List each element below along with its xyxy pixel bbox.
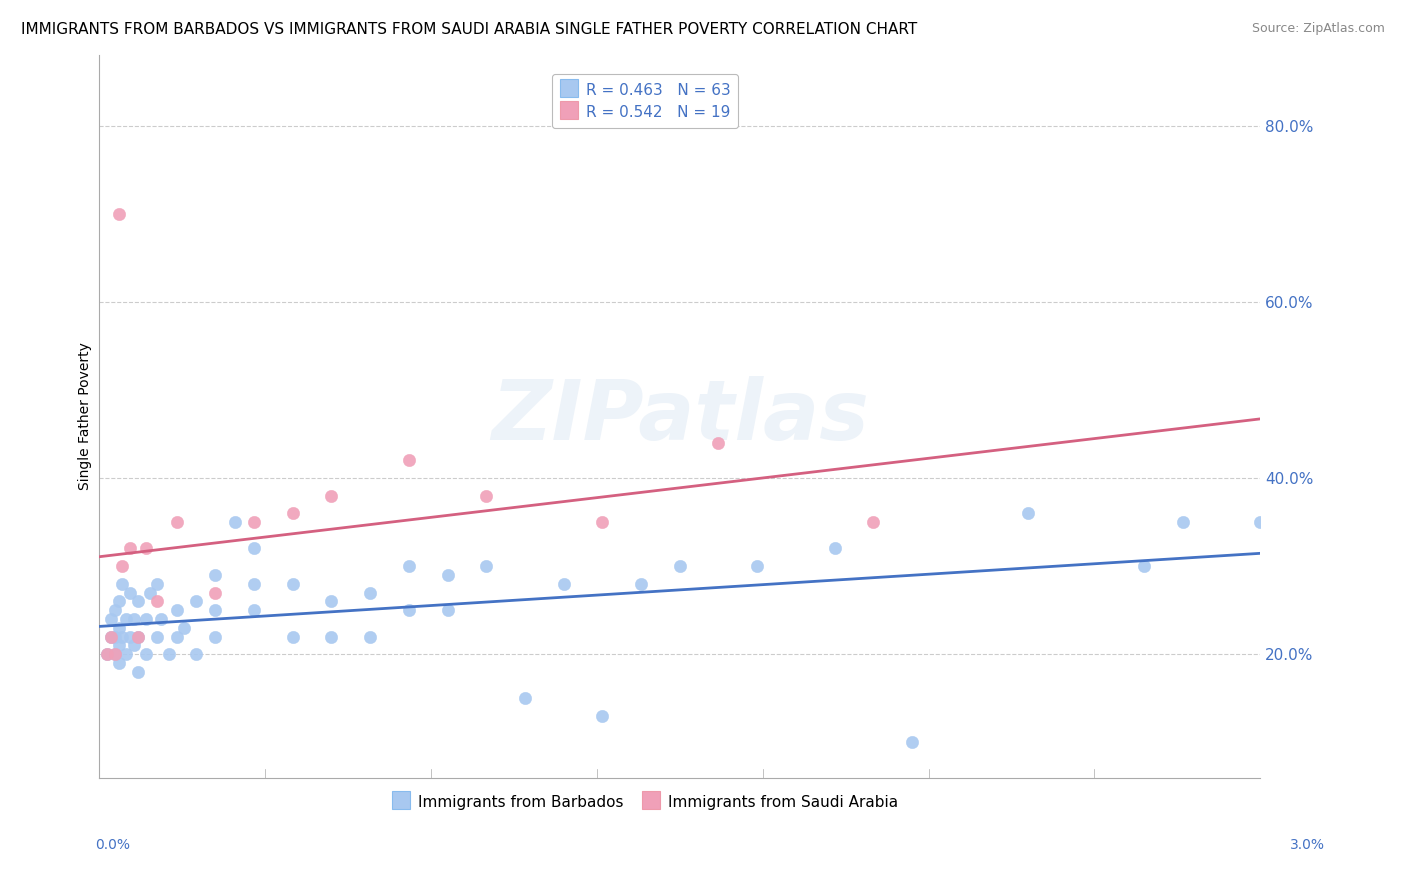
Point [96, 647, 118, 661]
Point [115, 647, 138, 661]
Point [1249, 515, 1271, 529]
Point [146, 576, 169, 591]
Point [96, 647, 118, 661]
Point [107, 621, 129, 635]
Point [747, 559, 769, 574]
Point [1133, 559, 1156, 574]
Point [127, 630, 149, 644]
Point [173, 621, 195, 635]
Point [901, 735, 924, 749]
Point [135, 647, 157, 661]
Point [862, 515, 884, 529]
Point [135, 541, 157, 556]
Point [157, 647, 180, 661]
Point [243, 541, 266, 556]
Point [553, 576, 575, 591]
Point [100, 612, 122, 626]
Point [281, 506, 304, 520]
Point [204, 603, 226, 617]
Text: ZIPatlas: ZIPatlas [491, 376, 869, 457]
Point [107, 594, 129, 608]
Y-axis label: Single Father Poverty: Single Father Poverty [79, 343, 93, 491]
Point [1017, 506, 1039, 520]
Point [398, 453, 420, 467]
Point [104, 630, 127, 644]
Point [122, 639, 145, 653]
Point [127, 665, 149, 679]
Point [107, 656, 129, 670]
Point [184, 594, 207, 608]
Point [359, 630, 381, 644]
Legend: Immigrants from Barbados, Immigrants from Saudi Arabia: Immigrants from Barbados, Immigrants fro… [385, 787, 904, 817]
Point [150, 612, 173, 626]
Point [321, 594, 343, 608]
Point [359, 585, 381, 599]
Point [111, 559, 134, 574]
Point [146, 630, 169, 644]
Point [104, 647, 127, 661]
Point [321, 489, 343, 503]
Point [204, 630, 226, 644]
Point [100, 630, 122, 644]
Point [281, 576, 304, 591]
Point [398, 603, 420, 617]
Point [591, 515, 613, 529]
Point [224, 515, 246, 529]
Point [135, 612, 157, 626]
Point [243, 576, 266, 591]
Point [591, 709, 613, 723]
Point [281, 630, 304, 644]
Point [138, 585, 160, 599]
Point [243, 603, 266, 617]
Point [475, 489, 498, 503]
Point [111, 630, 134, 644]
Text: 0.0%: 0.0% [96, 838, 131, 852]
Point [436, 603, 458, 617]
Point [104, 647, 127, 661]
Point [127, 630, 149, 644]
Point [120, 541, 142, 556]
Point [243, 515, 266, 529]
Point [120, 585, 142, 599]
Point [107, 207, 129, 221]
Point [707, 435, 730, 450]
Point [146, 594, 169, 608]
Point [120, 630, 142, 644]
Point [321, 630, 343, 644]
Point [204, 585, 226, 599]
Point [668, 559, 690, 574]
Point [398, 559, 420, 574]
Point [824, 541, 846, 556]
Point [166, 515, 188, 529]
Point [1171, 515, 1194, 529]
Point [122, 612, 145, 626]
Point [166, 603, 188, 617]
Point [104, 603, 127, 617]
Point [166, 630, 188, 644]
Point [475, 559, 498, 574]
Point [107, 639, 129, 653]
Text: Source: ZipAtlas.com: Source: ZipAtlas.com [1251, 22, 1385, 36]
Point [184, 647, 207, 661]
Point [111, 576, 134, 591]
Text: 3.0%: 3.0% [1289, 838, 1324, 852]
Point [436, 568, 458, 582]
Point [630, 576, 652, 591]
Point [204, 568, 226, 582]
Point [513, 691, 536, 706]
Point [100, 630, 122, 644]
Text: IMMIGRANTS FROM BARBADOS VS IMMIGRANTS FROM SAUDI ARABIA SINGLE FATHER POVERTY C: IMMIGRANTS FROM BARBADOS VS IMMIGRANTS F… [21, 22, 917, 37]
Point [127, 594, 149, 608]
Point [115, 612, 138, 626]
